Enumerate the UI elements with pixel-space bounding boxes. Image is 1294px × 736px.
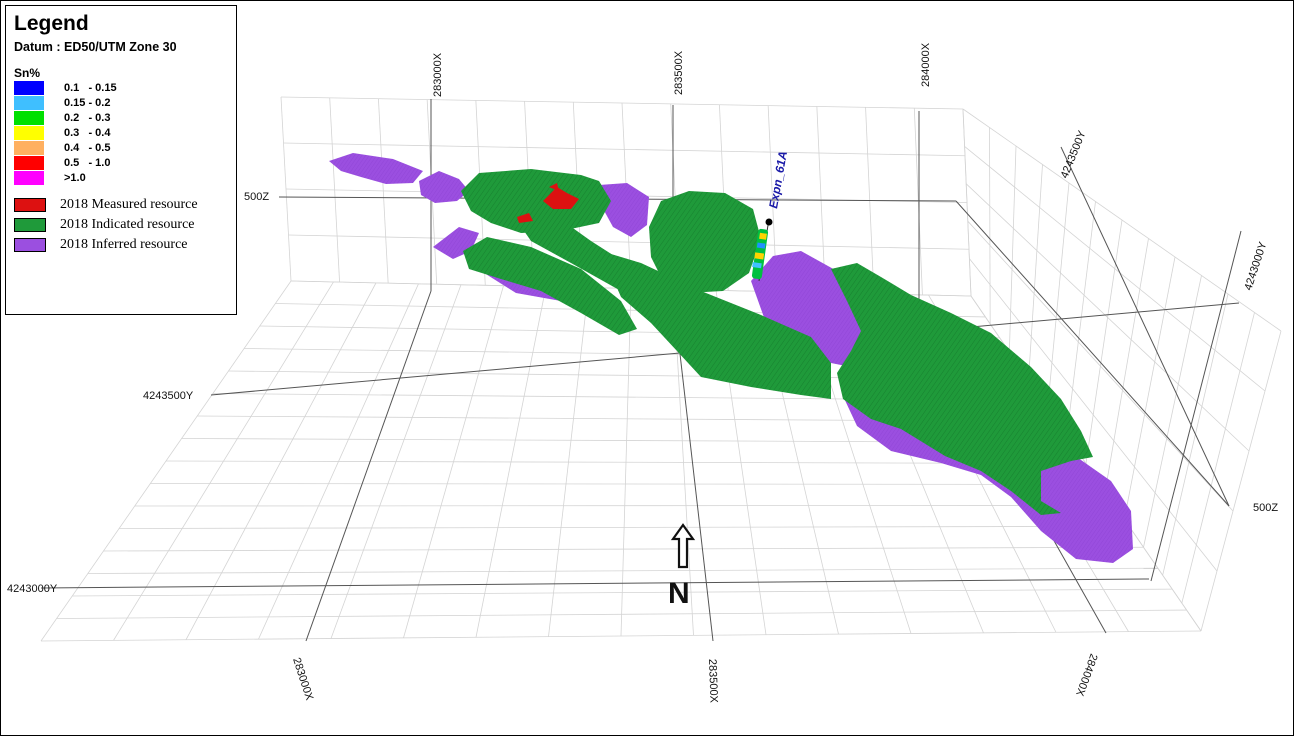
grid-line <box>1085 219 1123 464</box>
legend-resource-swatch <box>14 218 46 232</box>
measured-resource-bodies <box>517 183 579 223</box>
inferred-body-north <box>599 183 649 237</box>
grid-line <box>280 96 964 110</box>
legend-grade-label: 0.4 - 0.5 <box>64 141 111 154</box>
bottom-x-label-3: 284000X <box>1073 652 1100 698</box>
legend-grade-swatch <box>14 80 44 95</box>
legend-grade-label: 0.1 - 0.15 <box>64 81 117 94</box>
bottom-x-label-1: 283000X <box>290 656 315 702</box>
legend-grade-row: 0.5 - 1.0 <box>14 155 228 170</box>
grid-line <box>989 127 991 324</box>
grid-line <box>965 183 1250 452</box>
legend-resource-label: 2018 Measured resource <box>60 197 198 212</box>
legend-title: Legend <box>14 12 89 35</box>
north-arrow: N <box>668 523 696 610</box>
legend-grade-list: 0.1 - 0.15 0.15 - 0.2 0.2 - 0.3 0.3 - 0.4 0.… <box>14 80 228 185</box>
legend-resource-list: 2018 Measured resource 2018 Indicated res… <box>14 195 228 255</box>
grid-line <box>1104 238 1149 492</box>
grid-line <box>1028 164 1043 380</box>
legend-grade-row: 0.15 - 0.2 <box>14 95 228 110</box>
grid-line <box>283 142 966 157</box>
legend-grade-swatch <box>14 140 44 155</box>
measured-body-2 <box>517 213 533 223</box>
grid-line <box>1181 312 1255 604</box>
measured-body-1 <box>543 187 579 209</box>
indicated-body-slab-1 <box>463 237 637 335</box>
legend-grade-swatch <box>14 125 44 140</box>
legend-grade-swatch <box>14 95 44 110</box>
grid-line <box>1143 275 1202 548</box>
legend-resource-row: 2018 Indicated resource <box>14 215 228 235</box>
north-arrow-icon <box>670 523 696 569</box>
grid-line <box>964 146 1266 392</box>
legend-grade-label: 0.15 - 0.2 <box>64 96 111 109</box>
inferred-body-west-2 <box>419 171 469 203</box>
measured-body-3 <box>549 183 559 191</box>
legend-resource-label: 2018 Indicated resource <box>60 217 195 232</box>
legend-grade-swatch <box>14 170 44 185</box>
grid-line <box>967 220 1234 512</box>
left-y-label-2: 4243000Y <box>7 583 58 595</box>
grid-line <box>962 108 1282 332</box>
top-x-label-1: 283000X <box>432 52 444 97</box>
inferred-body-west-1 <box>329 153 423 184</box>
legend-grade-label: >1.0 <box>64 171 86 184</box>
grid-line <box>1066 201 1096 436</box>
legend-datum: Datum : ED50/UTM Zone 30 <box>14 40 177 54</box>
legend-grade-row: 0.3 - 0.4 <box>14 125 228 140</box>
legend-grade-swatch <box>14 155 44 170</box>
indicated-body-ridge <box>871 297 1001 431</box>
legend-resource-row: 2018 Inferred resource <box>14 235 228 255</box>
grid-line <box>1047 182 1070 408</box>
grid-line <box>288 234 970 250</box>
indicated-resource-bodies <box>461 169 1093 515</box>
legend-grade-row: >1.0 <box>14 170 228 185</box>
legend-grade-row: 0.4 - 0.5 <box>14 140 228 155</box>
legend-grade-title: Sn% <box>14 66 41 80</box>
grid-line <box>1123 256 1176 520</box>
grid-line <box>1200 330 1282 632</box>
grid-line <box>165 460 1087 464</box>
grid-line <box>969 258 1218 572</box>
grid-line <box>1008 145 1017 352</box>
legend-grade-label: 0.5 - 1.0 <box>64 156 111 169</box>
legend-grade-row: 0.2 - 0.3 <box>14 110 228 125</box>
indicated-body-west <box>461 169 611 233</box>
legend-grade-label: 0.3 - 0.4 <box>64 126 111 139</box>
top-x-label-3: 284000X <box>920 42 932 87</box>
legend-resource-swatch <box>14 198 46 212</box>
legend-resource-label: 2018 Inferred resource <box>60 237 188 252</box>
bottom-x-label-2: 283500X <box>706 659 720 704</box>
legend-resource-swatch <box>14 238 46 252</box>
top-x-label-2: 283500X <box>673 50 685 95</box>
left-y-label-1: 4243500Y <box>143 390 194 402</box>
legend-grade-swatch <box>14 110 44 125</box>
z-label-right: 500Z <box>1253 502 1278 514</box>
legend-grade-row: 0.1 - 0.15 <box>14 80 228 95</box>
right-y-label-1: 4243500Y <box>1059 129 1089 181</box>
drillhole-label: Expn_61A <box>766 150 790 210</box>
north-label: N <box>668 577 690 610</box>
legend-panel: Legend Datum : ED50/UTM Zone 30 Sn% 0.1 … <box>5 5 237 315</box>
legend-grade-label: 0.2 - 0.3 <box>64 111 111 124</box>
right-y-label-2: 4243000Y <box>1242 240 1269 292</box>
z-label-left: 500Z <box>244 191 269 203</box>
grid-line <box>962 108 972 297</box>
indicated-body-centre <box>601 251 831 399</box>
legend-resource-row: 2018 Measured resource <box>14 195 228 215</box>
indicated-body-dome <box>649 191 761 293</box>
